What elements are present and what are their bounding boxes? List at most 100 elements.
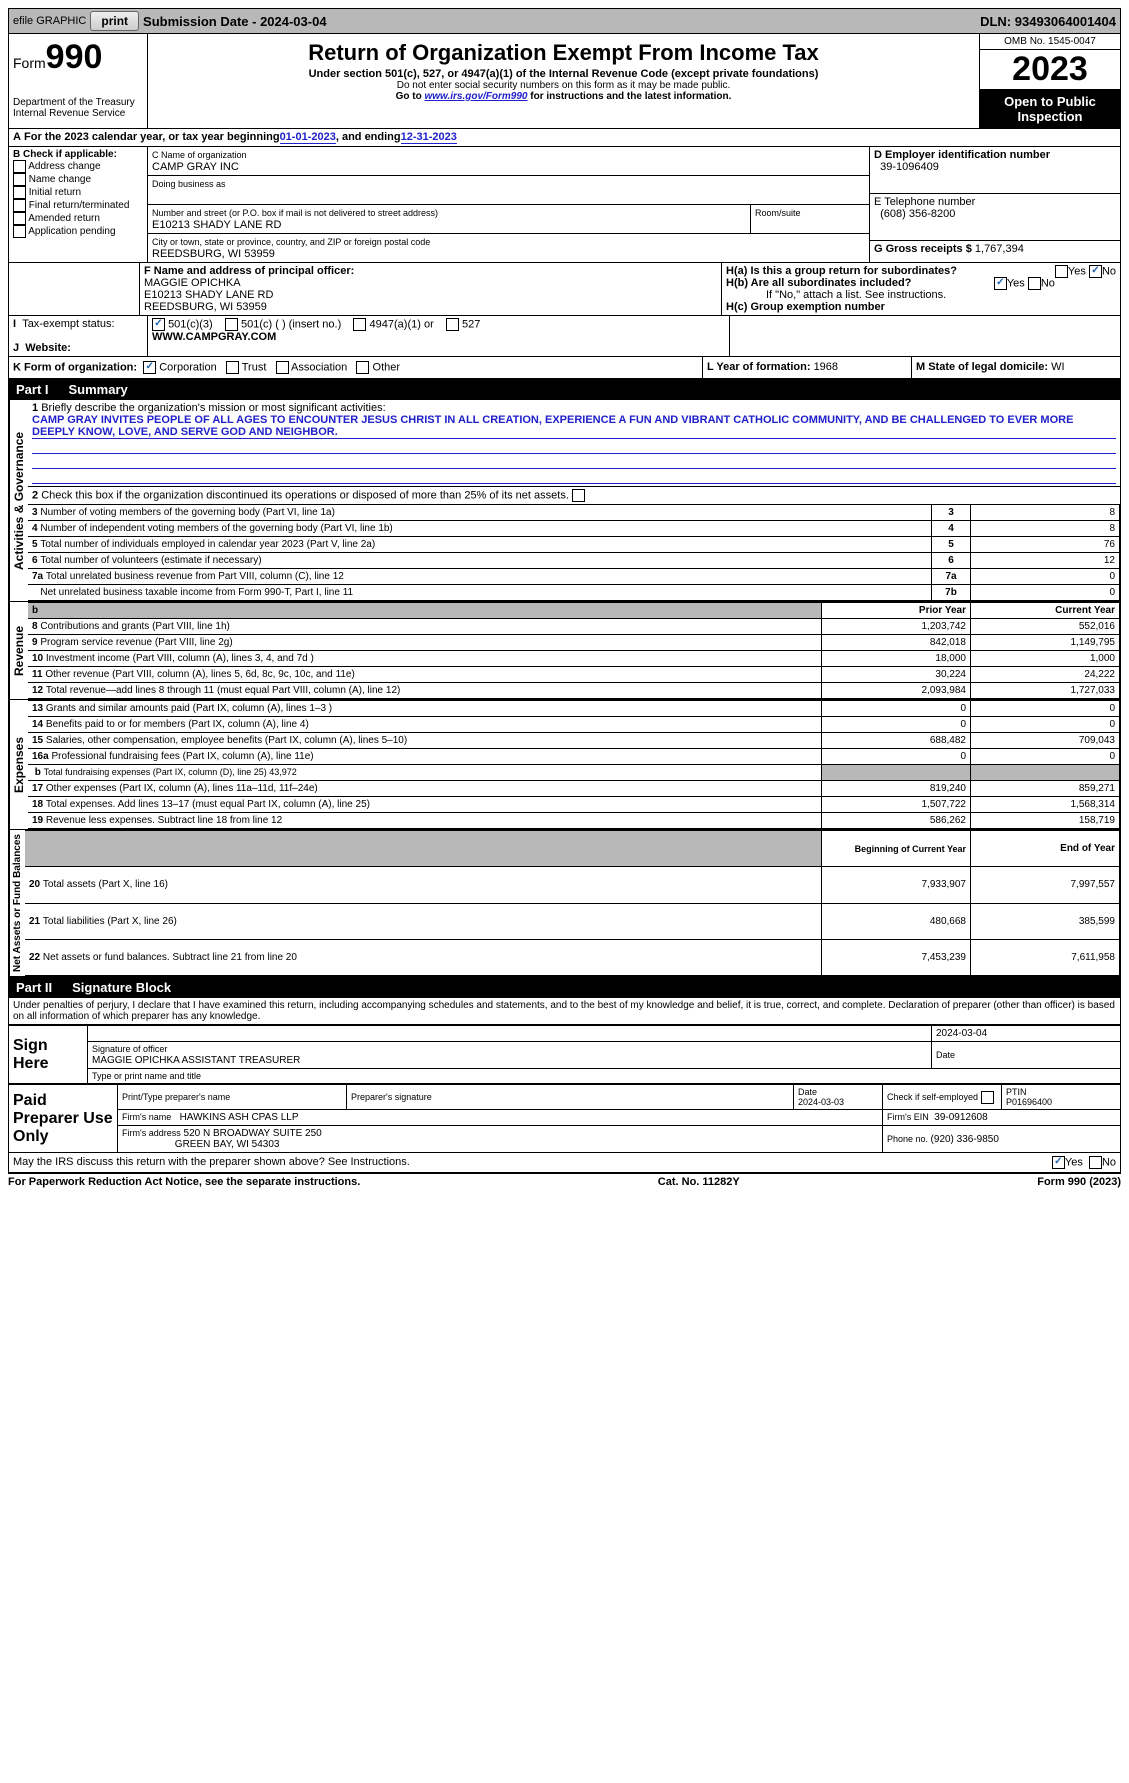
chk-discontinued[interactable]	[572, 489, 585, 502]
dept-treasury: Department of the Treasury Internal Reve…	[13, 97, 143, 119]
chk-initial-return[interactable]	[13, 186, 26, 199]
chk-assoc[interactable]	[276, 361, 289, 374]
street-address: E10213 SHADY LANE RD	[152, 219, 281, 231]
chk-amended[interactable]	[13, 212, 26, 225]
ein: 39-1096409	[880, 161, 939, 173]
irs-discuss-yes[interactable]: ✓	[1052, 1156, 1065, 1169]
telephone: (608) 356-8200	[880, 208, 955, 220]
f-h-block: F Name and address of principal officer:…	[8, 263, 1121, 316]
mission-text: CAMP GRAY INVITES PEOPLE OF ALL AGES TO …	[32, 414, 1116, 439]
val-6: 12	[971, 553, 1120, 569]
dln-value: 93493064001404	[1015, 14, 1116, 29]
form-subtitle: Under section 501(c), 527, or 4947(a)(1)…	[152, 68, 975, 80]
val-7a: 0	[971, 569, 1120, 585]
state-domicile: WI	[1051, 361, 1064, 373]
paid-preparer-label: Paid Preparer Use Only	[9, 1085, 118, 1153]
perjury-text: Under penalties of perjury, I declare th…	[8, 998, 1121, 1025]
tax-year: 2023	[980, 50, 1120, 90]
chk-trust[interactable]	[226, 361, 239, 374]
header-info-block: B Check if applicable: Address change Na…	[8, 147, 1121, 263]
top-toolbar: efile GRAPHIC print Submission Date - 20…	[8, 8, 1121, 34]
dba-label: Doing business as	[152, 179, 226, 189]
sign-here-label: Sign Here	[9, 1026, 88, 1084]
val-3: 8	[971, 505, 1120, 521]
chk-527[interactable]	[446, 318, 459, 331]
irs-discuss-no[interactable]	[1089, 1156, 1102, 1169]
hb-no[interactable]	[1028, 277, 1041, 290]
firm-ein: 39-0912608	[934, 1112, 987, 1123]
k-l-m-block: K Form of organization: ✓ Corporation Tr…	[8, 357, 1121, 379]
c-name-label: C Name of organization	[152, 150, 247, 160]
chk-final-return[interactable]	[13, 199, 26, 212]
form-number: 990	[46, 38, 103, 76]
city-state-zip: REEDSBURG, WI 53959	[152, 248, 275, 260]
room-suite-label: Room/suite	[755, 208, 801, 218]
val-4: 8	[971, 521, 1120, 537]
officer-name: MAGGIE OPICHKA	[144, 277, 241, 289]
officer-sig-name: MAGGIE OPICHKA ASSISTANT TREASURER	[92, 1055, 300, 1066]
omb-number: OMB No. 1545-0047	[980, 34, 1120, 50]
ha-no[interactable]: ✓	[1089, 265, 1102, 278]
netassets-section: Net Assets or Fund Balances Beginning of…	[8, 830, 1121, 977]
hb-label: H(b) Are all subordinates included?	[726, 277, 911, 289]
form-header: Form990 Department of the Treasury Inter…	[8, 34, 1121, 129]
efile-label: efile GRAPHIC	[13, 15, 86, 27]
sidelabel-netassets: Net Assets or Fund Balances	[9, 830, 25, 976]
chk-address-change[interactable]	[13, 160, 26, 173]
netassets-table: Beginning of Current YearEnd of Year 20 …	[25, 830, 1120, 976]
sig-date: 2024-03-04	[932, 1026, 1121, 1042]
print-button[interactable]: print	[90, 11, 139, 31]
officer-street: E10213 SHADY LANE RD	[144, 289, 273, 301]
may-irs-row: May the IRS discuss this return with the…	[8, 1153, 1121, 1173]
activities-governance-section: Activities & Governance 1 Briefly descri…	[8, 400, 1121, 602]
sidelabel-revenue: Revenue	[9, 602, 28, 699]
d-label: D Employer identification number	[874, 149, 1050, 161]
signature-table: Sign Here 2024-03-04 Signature of office…	[8, 1025, 1121, 1084]
chk-self-employed[interactable]	[981, 1091, 994, 1104]
chk-corp[interactable]: ✓	[143, 361, 156, 374]
gross-receipts: 1,767,394	[975, 243, 1024, 255]
expenses-table: 13 Grants and similar amounts paid (Part…	[28, 700, 1120, 829]
expenses-section: Expenses 13 Grants and similar amounts p…	[8, 700, 1121, 830]
firm-name: HAWKINS ASH CPAS LLP	[180, 1112, 299, 1123]
website: WWW.CAMPGRAY.COM	[152, 331, 276, 343]
g-label: G Gross receipts $	[874, 243, 975, 255]
sidelabel-expenses: Expenses	[9, 700, 28, 829]
firm-addr: 520 N BROADWAY SUITE 250	[184, 1128, 322, 1139]
revenue-section: Revenue bPrior YearCurrent Year 8 Contri…	[8, 602, 1121, 700]
val-5: 76	[971, 537, 1120, 553]
ssn-warning: Do not enter social security numbers on …	[152, 80, 975, 91]
form-title: Return of Organization Exempt From Incom…	[152, 40, 975, 66]
val-7b: 0	[971, 585, 1120, 601]
chk-app-pending[interactable]	[13, 225, 26, 238]
sidelabel-governance: Activities & Governance	[9, 400, 28, 601]
firm-phone: (920) 336-9850	[931, 1134, 999, 1145]
officer-city: REEDSBURG, WI 53959	[144, 301, 267, 313]
part-i-header: Part I Summary	[8, 379, 1121, 400]
year-formation: 1968	[814, 361, 838, 373]
e-label: E Telephone number	[874, 196, 975, 208]
chk-name-change[interactable]	[13, 173, 26, 186]
hb-note: If "No," attach a list. See instructions…	[726, 289, 1116, 301]
form-word: Form	[13, 55, 46, 71]
chk-501c3[interactable]: ✓	[152, 318, 165, 331]
chk-501c[interactable]	[225, 318, 238, 331]
chk-other[interactable]	[356, 361, 369, 374]
f-label: F Name and address of principal officer:	[144, 265, 354, 277]
form-page: Form 990 (2023)	[1037, 1176, 1121, 1188]
dln-label: DLN:	[980, 14, 1015, 29]
year-end: 12-31-2023	[401, 131, 457, 144]
irs-link[interactable]: www.irs.gov/Form990	[424, 91, 527, 102]
hc-label: H(c) Group exemption number	[726, 301, 885, 313]
chk-4947[interactable]	[353, 318, 366, 331]
line-a: A For the 2023 calendar year, or tax yea…	[8, 129, 1121, 147]
org-name: CAMP GRAY INC	[152, 161, 239, 173]
hb-yes[interactable]: ✓	[994, 277, 1007, 290]
revenue-table: bPrior YearCurrent Year 8 Contributions …	[28, 602, 1120, 699]
submission-date: 2024-03-04	[260, 14, 327, 29]
ha-yes[interactable]	[1055, 265, 1068, 278]
ha-label: H(a) Is this a group return for subordin…	[726, 265, 957, 277]
ptin: P01696400	[1006, 1097, 1052, 1107]
part-ii-header: Part II Signature Block	[8, 977, 1121, 998]
submission-date-label: Submission Date -	[143, 14, 260, 29]
